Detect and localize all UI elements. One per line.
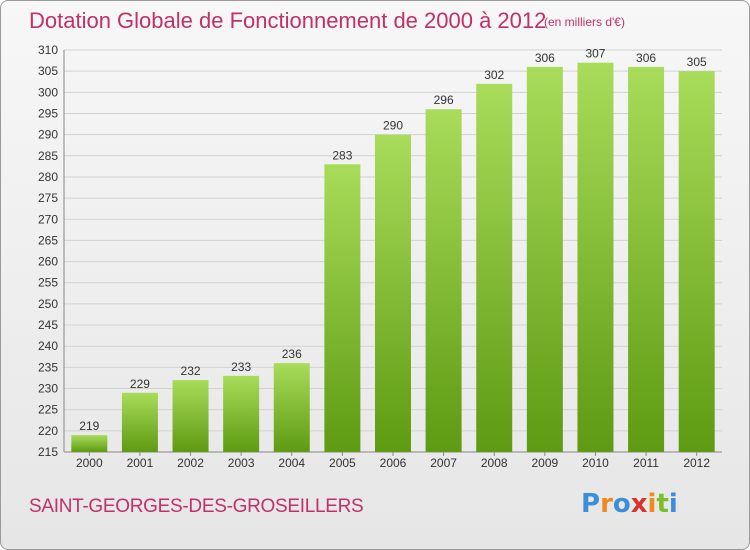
y-tick-label: 215 — [38, 445, 58, 459]
bar — [71, 435, 108, 452]
x-tick-label: 2007 — [430, 456, 457, 470]
proxiti-logo: Proxiti — [581, 489, 678, 519]
y-tick-label: 305 — [38, 64, 58, 78]
bar — [273, 363, 310, 452]
bar — [121, 392, 158, 452]
bar — [223, 375, 260, 452]
bars — [71, 62, 715, 453]
x-tick-label: 2001 — [127, 456, 154, 470]
x-tick-label: 2010 — [582, 456, 609, 470]
y-tick-label: 295 — [38, 106, 58, 120]
axes: 215 220 225 230 235 240 245 250 255 260 265 270 275 2… — [38, 43, 722, 470]
data-label: 290 — [383, 119, 403, 133]
data-label: 233 — [231, 360, 251, 374]
y-tick-label: 225 — [38, 403, 58, 417]
y-tick-label: 310 — [38, 43, 58, 57]
y-tick-label: 275 — [38, 191, 58, 205]
y-tick-label: 245 — [38, 318, 58, 332]
y-tick-label: 260 — [38, 255, 58, 269]
x-tick-label: 2009 — [531, 456, 558, 470]
y-tick-label: 240 — [38, 339, 58, 353]
x-tick-label: 2000 — [76, 456, 103, 470]
data-label: 296 — [434, 93, 454, 107]
bar — [425, 109, 462, 453]
y-tick-label: 280 — [38, 170, 58, 184]
x-tick-label: 2011 — [633, 456, 659, 470]
bar — [476, 83, 513, 452]
y-tick-label: 265 — [38, 233, 58, 247]
x-tick-label: 2008 — [481, 456, 508, 470]
bar — [577, 62, 614, 453]
x-tick-label: 2012 — [683, 456, 710, 470]
bar — [628, 66, 665, 452]
y-tick-label: 220 — [38, 424, 58, 438]
value-labels: 219 229 232 233 236 283 290 296 302 306 307 306 305 — [79, 47, 707, 433]
data-label: 305 — [687, 55, 707, 69]
bar — [678, 71, 715, 452]
x-tick-label: 2005 — [329, 456, 356, 470]
logo-letter: i — [647, 489, 657, 519]
y-tick-label: 300 — [38, 85, 58, 99]
y-tick-label: 230 — [38, 382, 58, 396]
logo-letter: x — [630, 489, 648, 519]
unit-label: (en milliers d'€) — [544, 15, 625, 29]
y-tick-label: 270 — [38, 212, 58, 226]
logo-letter: r — [600, 489, 613, 519]
logo-letter: P — [581, 489, 601, 519]
logo-letter: t — [656, 489, 669, 519]
y-tick-label: 250 — [38, 297, 58, 311]
x-tick-label: 2004 — [278, 456, 305, 470]
y-tick-label: 235 — [38, 360, 58, 374]
chart-title: Dotation Globale de Fonctionnement de 20… — [29, 8, 547, 33]
data-label: 306 — [636, 51, 656, 65]
y-tick-label: 255 — [38, 276, 58, 290]
data-label: 306 — [535, 51, 555, 65]
data-label: 307 — [585, 47, 605, 61]
logo-letter: i — [668, 489, 678, 519]
x-tick-label: 2006 — [380, 456, 407, 470]
data-label: 229 — [130, 377, 150, 391]
data-label: 283 — [332, 148, 352, 162]
data-label: 302 — [484, 68, 504, 82]
data-label: 219 — [79, 419, 99, 433]
bar — [375, 134, 411, 452]
bar — [526, 66, 563, 452]
bar — [324, 164, 361, 452]
y-tick-label: 290 — [38, 128, 58, 142]
bar — [172, 380, 209, 452]
logo-letter: o — [612, 489, 631, 519]
y-tick-label: 285 — [38, 149, 58, 163]
data-label: 236 — [282, 347, 302, 361]
x-tick-label: 2003 — [228, 456, 255, 470]
commune-name: SAINT-GEORGES-DES-GROSEILLERS — [29, 496, 364, 517]
x-tick-label: 2002 — [177, 456, 204, 470]
data-label: 232 — [181, 364, 201, 378]
